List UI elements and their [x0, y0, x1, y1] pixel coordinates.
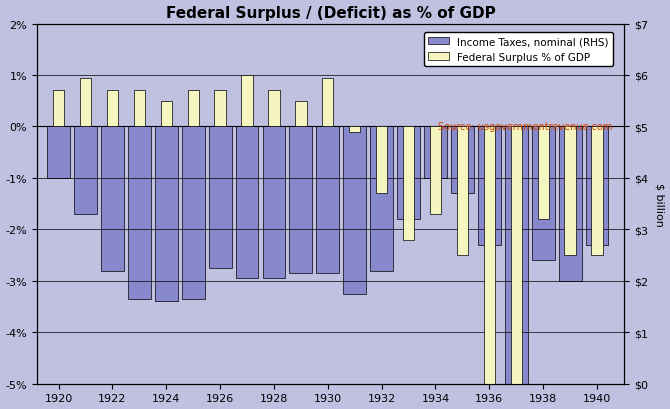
Bar [484, 127, 495, 409]
Text: Source: usgovernmentrevenue.com: Source: usgovernmentrevenue.com [438, 121, 612, 131]
Bar [532, 127, 555, 261]
Bar [511, 127, 522, 409]
Bar [263, 127, 285, 279]
Bar [182, 127, 204, 299]
Bar [376, 127, 387, 194]
Bar [397, 127, 420, 220]
Bar [268, 91, 279, 127]
Bar [343, 127, 366, 294]
Bar [214, 91, 226, 127]
Bar [451, 127, 474, 194]
Bar [295, 101, 306, 127]
Bar [107, 91, 118, 127]
Title: Federal Surplus / (Deficit) as % of GDP: Federal Surplus / (Deficit) as % of GDP [165, 6, 495, 20]
Bar [559, 127, 582, 281]
Bar [322, 79, 334, 127]
Bar [289, 127, 312, 273]
Bar [236, 127, 259, 279]
Y-axis label: $ billion: $ billion [655, 182, 665, 226]
Bar [457, 127, 468, 256]
Legend: Income Taxes, nominal (RHS), Federal Surplus % of GDP: Income Taxes, nominal (RHS), Federal Sur… [424, 33, 613, 67]
Bar [537, 127, 549, 220]
Bar [161, 101, 172, 127]
Bar [592, 127, 602, 256]
Bar [241, 76, 253, 127]
Bar [371, 127, 393, 271]
Bar [505, 127, 528, 405]
Bar [430, 127, 441, 214]
Bar [155, 127, 178, 302]
Bar [316, 127, 339, 273]
Bar [80, 79, 91, 127]
Bar [478, 127, 500, 245]
Bar [208, 127, 232, 268]
Bar [424, 127, 447, 178]
Bar [74, 127, 97, 214]
Bar [53, 91, 64, 127]
Bar [586, 127, 608, 245]
Bar [403, 127, 414, 240]
Bar [128, 127, 151, 299]
Bar [47, 127, 70, 178]
Bar [101, 127, 124, 271]
Bar [564, 127, 576, 256]
Bar [349, 127, 360, 132]
Bar [134, 91, 145, 127]
Bar [188, 91, 199, 127]
